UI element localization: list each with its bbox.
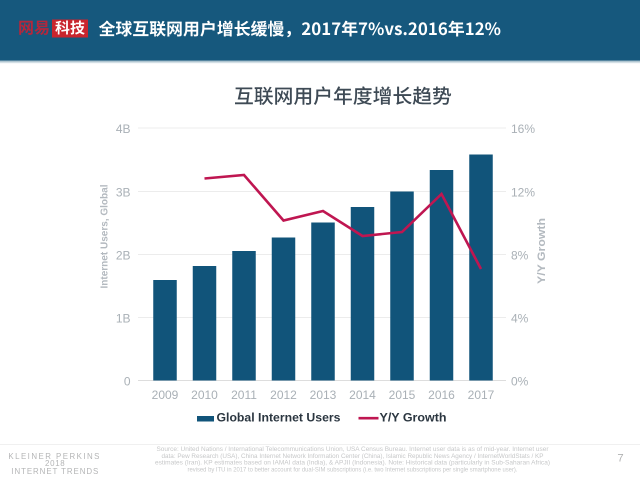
svg-text:12%: 12% <box>511 186 535 200</box>
svg-text:2B: 2B <box>116 249 131 263</box>
svg-text:0%: 0% <box>511 375 529 389</box>
svg-text:2018: 2018 <box>45 459 65 468</box>
svg-text:Global Internet Users: Global Internet Users <box>217 410 341 424</box>
svg-text:Y/Y Growth: Y/Y Growth <box>536 218 548 284</box>
svg-text:data: Pew Research (USA), Chin: data: Pew Research (USA), China Internet… <box>162 454 544 460</box>
svg-text:2010: 2010 <box>191 388 218 402</box>
svg-text:2017: 2017 <box>468 388 495 402</box>
svg-text:7: 7 <box>617 453 623 465</box>
svg-text:1B: 1B <box>116 312 131 326</box>
svg-text:4B: 4B <box>116 122 131 136</box>
svg-text:2015: 2015 <box>389 388 416 402</box>
svg-text:revised by ITU in 2017 to bett: revised by ITU in 2017 to better account… <box>188 468 518 474</box>
svg-text:Internet Users, Global: Internet Users, Global <box>100 184 111 288</box>
svg-text:KLEINER PERKINS: KLEINER PERKINS <box>8 452 99 461</box>
svg-text:2014: 2014 <box>349 388 376 402</box>
svg-text:Source: United Nations / Inter: Source: United Nations / International T… <box>157 447 549 453</box>
svg-text:16%: 16% <box>511 122 535 136</box>
svg-text:2016: 2016 <box>428 388 455 402</box>
svg-text:4%: 4% <box>511 312 529 326</box>
svg-text:2012: 2012 <box>270 388 297 402</box>
svg-text:Y/Y Growth: Y/Y Growth <box>380 410 447 424</box>
svg-text:8%: 8% <box>511 249 529 263</box>
svg-text:2009: 2009 <box>152 388 179 402</box>
svg-text:2011: 2011 <box>231 388 257 402</box>
svg-text:INTERNET TRENDS: INTERNET TRENDS <box>11 467 98 476</box>
svg-text:0: 0 <box>124 375 131 389</box>
svg-text:estimates (Iran). KP estimates: estimates (Iran). KP estimates based on … <box>155 461 550 467</box>
svg-text:3B: 3B <box>116 186 131 200</box>
svg-text:2013: 2013 <box>310 388 337 402</box>
